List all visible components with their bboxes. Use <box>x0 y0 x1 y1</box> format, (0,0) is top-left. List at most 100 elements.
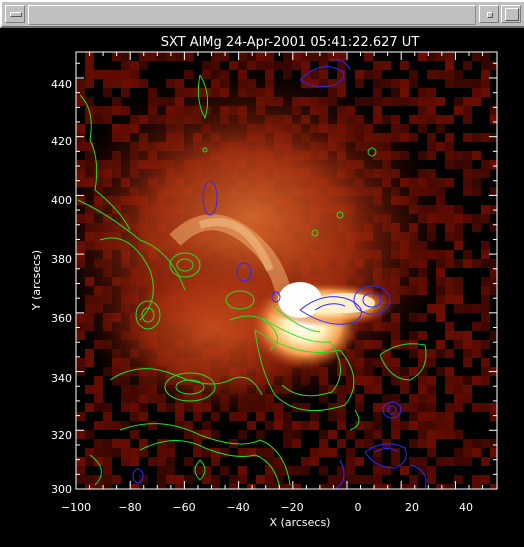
noise-pixel <box>409 367 418 376</box>
noise-pixel <box>157 484 166 489</box>
noise-pixel <box>463 385 472 394</box>
noise-pixel <box>292 466 301 475</box>
noise-pixel <box>490 187 497 196</box>
noise-pixel <box>202 466 211 475</box>
noise-pixel <box>472 484 481 489</box>
noise-pixel <box>355 421 364 430</box>
noise-pixel <box>481 313 490 322</box>
noise-pixel <box>463 187 472 196</box>
noise-pixel <box>418 331 427 340</box>
noise-pixel <box>175 52 184 61</box>
noise-pixel <box>283 466 292 475</box>
noise-pixel <box>418 412 427 421</box>
noise-pixel <box>211 448 220 457</box>
x-tick-label: −100 <box>61 501 91 514</box>
noise-pixel <box>85 97 94 106</box>
noise-pixel <box>94 376 103 385</box>
noise-pixel <box>436 484 445 489</box>
noise-pixel <box>418 394 427 403</box>
noise-pixel <box>166 457 175 466</box>
noise-pixel <box>94 484 103 489</box>
noise-pixel <box>463 448 472 457</box>
noise-pixel <box>247 484 256 489</box>
noise-pixel <box>292 61 301 70</box>
y-tick-label: 320 <box>51 429 72 442</box>
noise-pixel <box>328 430 337 439</box>
noise-pixel <box>418 466 427 475</box>
noise-pixel <box>454 430 463 439</box>
noise-pixel <box>121 457 130 466</box>
noise-pixel <box>211 61 220 70</box>
noise-pixel <box>319 466 328 475</box>
noise-pixel <box>427 142 436 151</box>
noise-pixel <box>130 484 139 489</box>
maximize-button[interactable] <box>501 5 521 23</box>
noise-pixel <box>472 97 481 106</box>
noise-pixel <box>490 439 497 448</box>
window-menu-button[interactable] <box>5 5 25 23</box>
noise-pixel <box>148 421 157 430</box>
noise-pixel <box>130 403 139 412</box>
noise-pixel <box>373 421 382 430</box>
x-axis-ticks <box>75 52 483 489</box>
noise-pixel <box>391 376 400 385</box>
noise-pixel <box>481 367 490 376</box>
noise-pixel <box>490 448 497 457</box>
noise-pixel <box>427 385 436 394</box>
x-tick-label: −80 <box>118 501 141 514</box>
noise-pixel <box>346 457 355 466</box>
noise-pixel <box>85 457 94 466</box>
noise-pixel <box>418 457 427 466</box>
noise-pixel <box>436 142 445 151</box>
noise-pixel <box>157 475 166 484</box>
noise-pixel <box>103 448 112 457</box>
noise-pixel <box>238 52 247 61</box>
noise-pixel <box>130 448 139 457</box>
noise-pixel <box>112 79 121 88</box>
noise-pixel <box>436 295 445 304</box>
y-tick-label: 300 <box>51 483 72 496</box>
noise-pixel <box>481 160 490 169</box>
noise-pixel <box>454 340 463 349</box>
noise-pixel <box>418 115 427 124</box>
noise-pixel <box>346 466 355 475</box>
noise-pixel <box>337 403 346 412</box>
noise-pixel <box>130 70 139 79</box>
noise-pixel <box>391 421 400 430</box>
noise-pixel <box>112 448 121 457</box>
noise-pixel <box>355 439 364 448</box>
plot-title: SXT AlMg 24-Apr-2001 05:41:22.627 UT <box>161 35 420 50</box>
noise-pixel <box>346 475 355 484</box>
noise-pixel <box>490 484 497 489</box>
plot-frame <box>75 51 498 490</box>
window-titlebar[interactable] <box>0 0 524 28</box>
minimize-button[interactable] <box>479 5 499 23</box>
noise-pixel <box>490 205 497 214</box>
noise-pixel <box>409 79 418 88</box>
noise-pixel <box>103 475 112 484</box>
noise-pixel <box>391 448 400 457</box>
noise-pixel <box>463 115 472 124</box>
noise-pixel <box>76 430 85 439</box>
maximize-icon <box>505 8 519 21</box>
y-tick-label: 400 <box>51 194 72 207</box>
title-area[interactable] <box>28 5 476 25</box>
noise-pixel <box>121 403 130 412</box>
noise-pixel <box>454 457 463 466</box>
noise-pixel <box>481 88 490 97</box>
noise-pixel <box>76 412 85 421</box>
noise-pixel <box>328 52 337 61</box>
noise-pixel <box>454 403 463 412</box>
noise-pixel <box>418 421 427 430</box>
noise-pixel <box>265 484 274 489</box>
noise-pixel <box>427 376 436 385</box>
noise-pixel <box>292 421 301 430</box>
noise-pixel <box>481 250 490 259</box>
noise-pixel <box>481 403 490 412</box>
noise-pixel <box>409 439 418 448</box>
noise-pixel <box>400 61 409 70</box>
noise-pixel <box>454 448 463 457</box>
noise-pixel <box>355 394 364 403</box>
noise-pixel <box>256 448 265 457</box>
noise-pixel <box>292 484 301 489</box>
